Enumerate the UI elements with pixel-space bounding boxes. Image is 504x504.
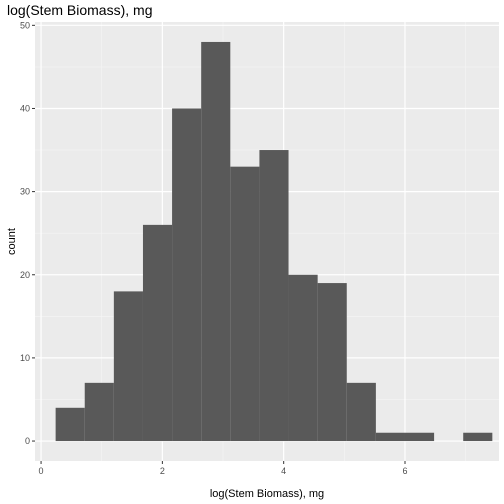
y-tick-label: 50 <box>20 20 30 30</box>
y-tick-label: 40 <box>20 103 30 113</box>
histogram-bar <box>84 382 114 442</box>
histogram-bar <box>172 108 202 442</box>
x-tick-label: 6 <box>402 466 407 476</box>
y-tick-label: 30 <box>20 187 30 197</box>
histogram-bar <box>317 283 347 442</box>
x-tick-label: 2 <box>160 466 165 476</box>
y-axis-ticks: 0 10 20 30 40 50 <box>20 20 35 446</box>
y-tick-label: 10 <box>20 353 30 363</box>
x-axis-ticks: 0 2 4 6 <box>39 461 407 476</box>
y-axis-title: count <box>6 228 18 255</box>
histogram-bar <box>259 150 289 442</box>
x-tick-label: 0 <box>39 466 44 476</box>
x-tick-label: 4 <box>281 466 286 476</box>
histogram-bar <box>346 382 376 442</box>
histogram-bar <box>113 291 143 442</box>
histogram-bar <box>230 166 260 442</box>
histogram-bar <box>201 41 231 442</box>
chart-title: log(Stem Biomass), mg <box>7 2 153 18</box>
histogram-bar <box>375 432 405 442</box>
bars <box>55 41 493 442</box>
histogram-bar <box>288 274 318 442</box>
histogram-bar <box>404 432 435 442</box>
histogram-bar <box>55 407 85 442</box>
y-tick-label: 20 <box>20 270 30 280</box>
histogram-bar <box>142 224 173 442</box>
y-tick-label: 0 <box>25 436 30 446</box>
x-axis-title: log(Stem Biomass), mg <box>210 488 324 500</box>
histogram-bar <box>463 432 493 442</box>
